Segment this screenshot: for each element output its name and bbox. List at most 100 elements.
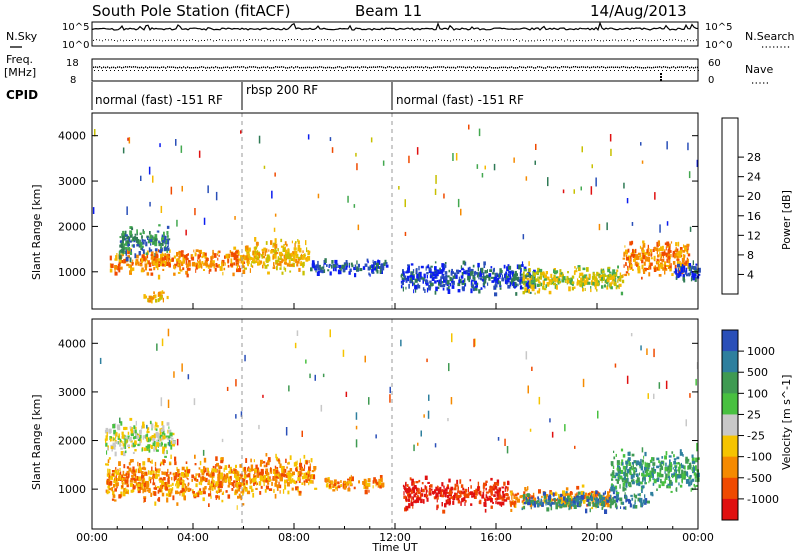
radar-cell bbox=[274, 465, 277, 469]
radar-cell bbox=[593, 274, 596, 279]
radar-cell bbox=[522, 271, 525, 277]
radar-cell bbox=[656, 250, 658, 254]
radar-cell bbox=[122, 242, 124, 247]
nave-point bbox=[290, 70, 291, 71]
freq-point bbox=[537, 66, 539, 68]
radar-cell bbox=[163, 463, 165, 466]
radar-cell bbox=[296, 466, 299, 470]
radar-cell bbox=[156, 474, 160, 477]
radar-cell bbox=[177, 471, 180, 474]
noise-search-dot bbox=[450, 40, 451, 42]
radar-cell bbox=[631, 497, 634, 501]
radar-cell bbox=[660, 254, 662, 259]
radar-cell bbox=[149, 236, 152, 239]
radar-cell bbox=[379, 269, 382, 274]
radar-cell bbox=[231, 469, 233, 474]
radar-cell bbox=[287, 248, 290, 252]
radar-cell bbox=[619, 465, 621, 469]
radar-cell bbox=[697, 267, 701, 273]
radar-cell bbox=[584, 274, 588, 279]
radar-cell bbox=[425, 282, 429, 286]
radar-cell bbox=[187, 478, 189, 481]
radar-cell bbox=[641, 459, 644, 463]
radar-cell bbox=[597, 410, 599, 419]
radar-cell bbox=[161, 421, 164, 426]
radar-cell bbox=[273, 249, 275, 254]
radar-cell bbox=[472, 264, 475, 268]
noise-search-dot bbox=[381, 39, 382, 40]
radar-cell bbox=[241, 483, 244, 486]
radar-cell bbox=[251, 488, 254, 493]
radar-cell bbox=[685, 267, 688, 273]
radar-cell bbox=[182, 267, 185, 271]
radar-cell bbox=[416, 500, 420, 503]
radar-cell bbox=[606, 275, 610, 280]
radar-cell bbox=[470, 280, 473, 286]
radar-cell bbox=[149, 234, 153, 238]
radar-cell bbox=[120, 447, 123, 450]
radar-cell bbox=[366, 258, 369, 262]
radar-cell bbox=[166, 225, 170, 229]
noise-search-dot bbox=[390, 39, 391, 41]
nsky-label: N.Sky bbox=[6, 30, 38, 43]
radar-cell bbox=[198, 250, 202, 254]
radar-cell bbox=[425, 486, 428, 490]
radar-cell bbox=[455, 484, 459, 487]
radar-cell bbox=[254, 252, 257, 256]
radar-cell bbox=[119, 467, 121, 471]
radar-cell bbox=[496, 279, 500, 284]
radar-cell bbox=[208, 470, 210, 475]
freq-point bbox=[661, 66, 663, 69]
radar-cell bbox=[195, 473, 197, 476]
radar-cell bbox=[142, 466, 146, 470]
radar-cell bbox=[602, 504, 605, 508]
radar-cell bbox=[669, 268, 672, 272]
radar-cell bbox=[315, 264, 319, 269]
radar-cell bbox=[183, 473, 187, 478]
radar-cell bbox=[211, 472, 215, 477]
radar-cell bbox=[694, 486, 696, 490]
freq-point bbox=[441, 66, 443, 68]
radar-cell bbox=[660, 478, 662, 484]
radar-cell bbox=[644, 480, 646, 485]
radar-cell bbox=[669, 243, 671, 247]
radar-cell bbox=[145, 445, 148, 451]
radar-cell bbox=[241, 259, 244, 264]
radar-cell bbox=[235, 490, 238, 494]
radar-cell bbox=[429, 492, 432, 496]
nave-point bbox=[686, 70, 687, 71]
radar-cell bbox=[121, 477, 124, 481]
radar-cell bbox=[411, 497, 413, 502]
radar-cell bbox=[307, 251, 311, 255]
radar-cell bbox=[181, 466, 185, 471]
radar-cell bbox=[376, 266, 378, 271]
radar-cell bbox=[627, 498, 631, 502]
radar-cell bbox=[325, 484, 328, 488]
radar-cell bbox=[134, 473, 137, 476]
radar-cell bbox=[490, 491, 493, 496]
radar-cell bbox=[191, 478, 193, 482]
radar-cell bbox=[573, 505, 577, 509]
radar-cell bbox=[494, 278, 499, 281]
radar-cell bbox=[303, 254, 306, 259]
radar-cell bbox=[629, 241, 633, 246]
radar-cell bbox=[648, 480, 650, 484]
radar-cell bbox=[118, 475, 120, 481]
radar-cell bbox=[143, 482, 145, 486]
radar-cell bbox=[641, 485, 645, 489]
radar-cell bbox=[685, 419, 687, 427]
radar-cell bbox=[451, 280, 455, 285]
radar-cell bbox=[629, 503, 632, 508]
nave-point bbox=[362, 70, 363, 71]
radar-cell bbox=[168, 261, 171, 265]
freq-point bbox=[219, 67, 221, 69]
radar-cell bbox=[460, 501, 462, 506]
radar-cell bbox=[129, 230, 133, 235]
radar-cell bbox=[658, 243, 661, 246]
radar-cell bbox=[665, 462, 667, 467]
radar-cell bbox=[134, 233, 137, 236]
radar-cell bbox=[129, 257, 132, 263]
radar-cell bbox=[242, 492, 244, 496]
radar-cell bbox=[661, 456, 664, 459]
radar-cell bbox=[233, 246, 237, 250]
